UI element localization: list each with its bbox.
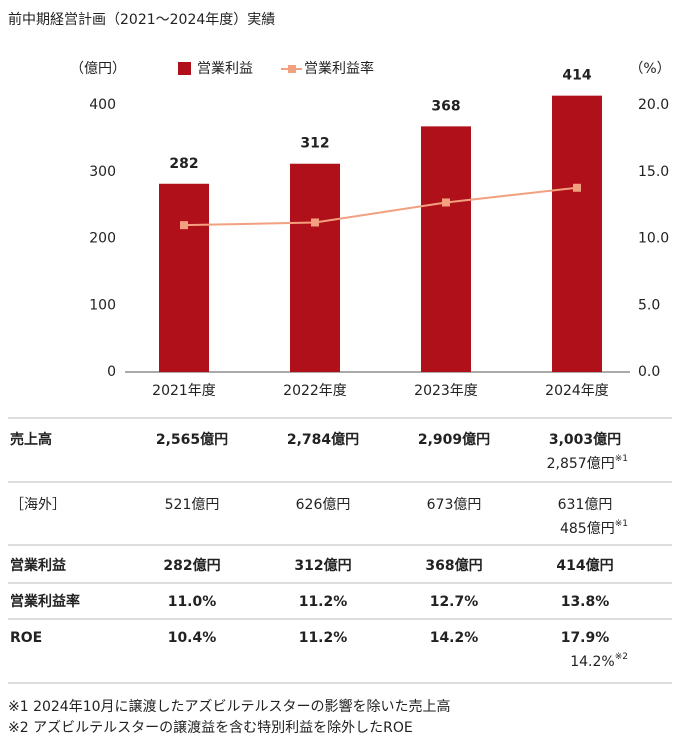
legend-label: 営業利益率 [304,60,374,77]
table-cell: 14.2% [430,630,479,646]
table-cell: 626億円 [296,497,351,513]
line-marker [180,221,188,230]
bar [552,95,602,372]
table-cell: 282億円 [163,557,220,574]
table-cell: 521億円 [165,497,220,513]
row-label: ［海外］ [10,497,66,513]
line-marker [311,218,319,227]
table-cell: 13.8% [561,594,610,610]
y2-tick-label: 20.0 [638,97,669,113]
table-cell: 11.2% [299,630,348,646]
note-value: 14.2% [570,654,614,670]
x-tick-label: 2023年度 [414,383,478,399]
table-cell: 10.4% [168,630,217,646]
note-mark: ※2 [615,652,628,662]
bar [421,126,471,372]
table-cell: 2,565億円 [156,431,228,448]
row-label: ROE [10,630,42,646]
y2-axis-label: （%） [629,61,670,77]
table-cell: 17.9% [561,630,610,646]
x-tick-label: 2022年度 [283,383,347,399]
table-note: 2,857億円※1 [547,454,628,473]
title: 前中期経営計画（2021～2024年度）実績 [8,11,275,28]
y-tick-label: 300 [89,164,116,180]
bar-value-label: 414 [562,68,591,84]
bar-value-label: 282 [169,156,198,172]
y-tick-label: 400 [89,97,116,113]
bar [290,163,340,372]
legend-swatch [288,65,296,73]
table-cell: 3,003億円 [549,431,621,448]
y-tick-label: 0 [107,364,116,380]
note-value: 2,857億円 [547,456,615,472]
x-tick-label: 2021年度 [152,383,216,399]
legend-label: 営業利益 [197,61,253,77]
table-cell: 414億円 [556,557,613,574]
table-cell: 11.2% [299,594,348,610]
bar-value-label: 368 [431,98,460,114]
row-label: 営業利益率 [10,593,80,610]
table-note: 485億円※1 [560,519,628,538]
y2-tick-label: 5.0 [638,297,660,313]
footnote: ※1 2024年10月に譲渡したアズビルテルスターの影響を除いた売上高 [8,698,451,715]
line [183,186,578,227]
table-cell: 12.7% [430,594,479,610]
y-tick-label: 200 [89,231,116,247]
note-value: 485億円 [560,521,615,537]
row-label: 営業利益 [10,557,66,574]
y2-tick-label: 0.0 [638,364,660,380]
bar-value-label: 312 [300,136,329,152]
note-mark: ※1 [615,519,628,529]
line-marker [442,198,450,207]
y2-tick-label: 15.0 [638,164,669,180]
row-label: 売上高 [10,431,52,448]
legend-swatch [178,62,191,75]
table-note: 14.2%※2 [570,652,628,671]
bar [159,183,209,372]
table-cell: 2,784億円 [287,431,359,448]
table-cell: 673億円 [427,497,482,513]
y-tick-label: 100 [89,297,116,313]
note-mark: ※1 [615,454,628,464]
table-cell: 368億円 [425,557,482,574]
line-marker [573,183,581,192]
y2-tick-label: 10.0 [638,231,669,247]
table-cell: 631億円 [558,497,613,513]
footnote: ※2 アズビルテルスターの譲渡益を含む特別利益を除外したROE [8,720,413,736]
table-cell: 2,909億円 [418,431,490,448]
x-tick-label: 2024年度 [545,383,609,399]
y-axis-label: （億円） [70,61,126,77]
table-cell: 312億円 [294,557,351,574]
table-cell: 11.0% [168,594,217,610]
